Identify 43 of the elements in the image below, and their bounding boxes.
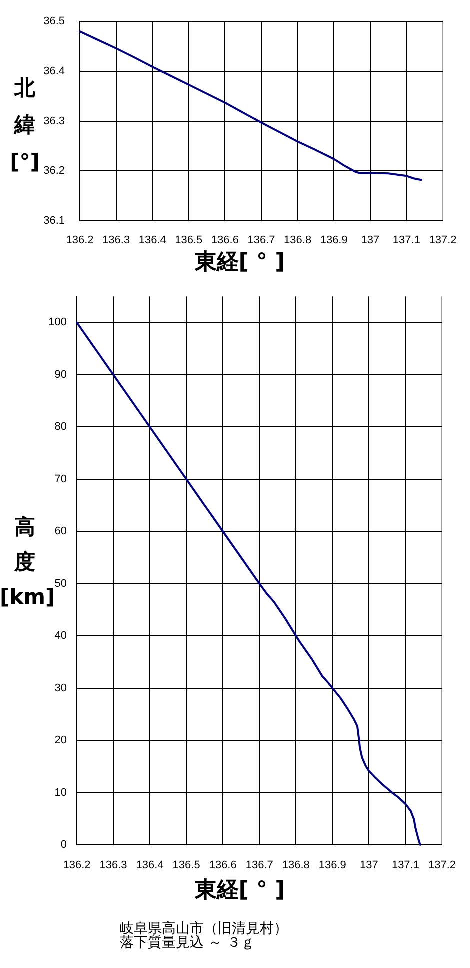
x-tick-label: 137.1 bbox=[392, 234, 420, 247]
x-tick-label: 136.6 bbox=[209, 860, 237, 872]
x-tick-label: 136.7 bbox=[248, 234, 276, 247]
x-tick-label: 136.7 bbox=[246, 860, 274, 872]
x-tick-label: 136.8 bbox=[282, 860, 310, 872]
y-tick-label: 70 bbox=[54, 473, 67, 486]
x-tick-label: 137 bbox=[360, 860, 378, 872]
x-tick-label: 137.1 bbox=[392, 860, 420, 872]
y-tick-label: 90 bbox=[54, 368, 67, 381]
y-tick-label: 30 bbox=[54, 682, 67, 694]
x-tick-label: 136.2 bbox=[66, 234, 94, 247]
y-tick-label: 10 bbox=[54, 786, 67, 799]
x-tick-label: 136.2 bbox=[63, 860, 91, 872]
x-tick-label: 136.3 bbox=[102, 234, 130, 247]
y-tick-label: 40 bbox=[54, 630, 67, 642]
y-tick-label: 20 bbox=[54, 734, 67, 747]
x-tick-label: 137 bbox=[361, 234, 380, 247]
y-tick-label: 50 bbox=[54, 578, 67, 590]
y-tick-label: 36.1 bbox=[44, 215, 65, 228]
text: 岐阜県高山市（旧清見村） bbox=[120, 921, 288, 937]
y-tick-label: 80 bbox=[54, 421, 67, 434]
y-axis-title: 高度[km] bbox=[0, 515, 56, 609]
x-axis-title: 東経[ ° ] bbox=[194, 250, 286, 276]
x-tick-label: 136.8 bbox=[284, 234, 312, 247]
y-tick-label: 0 bbox=[60, 839, 67, 852]
y-tick-label: 36.5 bbox=[44, 16, 65, 28]
x-tick-label: 136.5 bbox=[172, 860, 200, 872]
x-tick-label: 136.4 bbox=[136, 860, 164, 872]
y-tick-label: 100 bbox=[48, 316, 67, 329]
y-tick-label: 60 bbox=[54, 526, 67, 538]
x-tick-label: 136.9 bbox=[320, 234, 348, 247]
y-tick-label: 36.3 bbox=[44, 115, 65, 128]
x-tick-label: 136.4 bbox=[138, 234, 166, 247]
text: 落下質量見込 ～ ３ｇ bbox=[120, 935, 256, 951]
x-tick-label: 136.5 bbox=[175, 234, 203, 247]
x-tick-label: 136.3 bbox=[100, 860, 128, 872]
x-tick-label: 136.9 bbox=[318, 860, 346, 872]
x-tick-label: 137.2 bbox=[428, 860, 456, 872]
y-tick-label: 36.2 bbox=[44, 165, 65, 178]
x-tick-label: 136.6 bbox=[211, 234, 239, 247]
x-tick-label: 137.2 bbox=[429, 234, 457, 247]
x-axis-title: 東経[ ° ] bbox=[194, 878, 286, 904]
y-tick-label: 36.4 bbox=[44, 65, 65, 78]
